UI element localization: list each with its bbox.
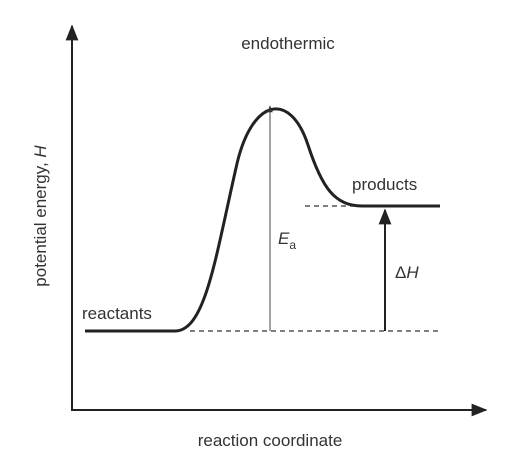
- activation-energy-label: Ea: [278, 229, 296, 252]
- y-axis-label: potential energy, H: [31, 145, 50, 287]
- reactants-label: reactants: [82, 304, 152, 323]
- dh-symbol: H: [406, 263, 419, 282]
- title: endothermic: [241, 34, 335, 53]
- enthalpy-change-label: ΔH: [395, 263, 419, 282]
- y-axis-label-text: potential energy,: [31, 158, 50, 287]
- energy-curve: [85, 107, 440, 333]
- y-axis-label-symbol: H: [31, 145, 50, 158]
- ea-subscript: a: [289, 238, 296, 252]
- dh-prefix: Δ: [395, 263, 406, 282]
- x-axis-label: reaction coordinate: [198, 431, 343, 450]
- products-label: products: [352, 175, 417, 194]
- ea-symbol: E: [278, 229, 290, 248]
